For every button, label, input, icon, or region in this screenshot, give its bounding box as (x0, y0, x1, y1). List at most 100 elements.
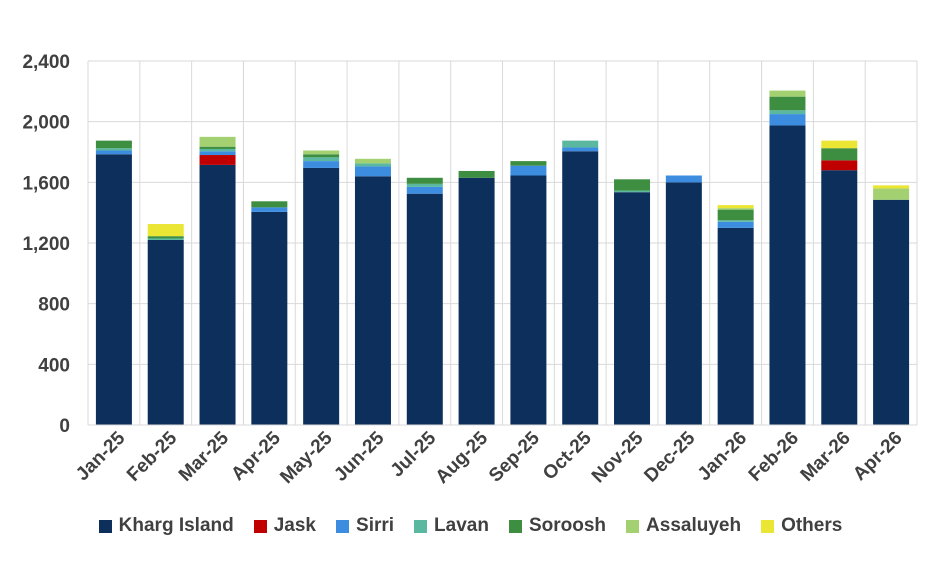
bar-segment-lavan (95, 148, 132, 151)
bar-segment-lavan (562, 140, 599, 148)
bar-segment-lavan (303, 157, 340, 162)
bar-segment-kharg-island (95, 154, 132, 425)
y-tick-label: 1,200 (22, 234, 70, 255)
bar-segment-soroosh (406, 177, 443, 184)
bar-segment-kharg-island (769, 125, 806, 425)
x-tick-label: Mar-26 (797, 428, 855, 486)
x-tick-label: Jun-25 (330, 427, 388, 485)
bar-segment-sirri (665, 175, 702, 183)
bar-segment-sirri (406, 186, 443, 194)
bar-segment-kharg-island (354, 176, 391, 425)
bar-segment-lavan (769, 110, 806, 115)
x-tick-label: Apr-25 (227, 427, 285, 485)
bar-segment-kharg-island (562, 151, 599, 425)
bar-segment-kharg-island (458, 177, 495, 425)
bar-segment-assaluyeh (717, 208, 754, 210)
x-tick-label: Jan-25 (72, 427, 130, 485)
bar-segment-sirri (303, 161, 340, 168)
bar-segment-lavan (717, 220, 754, 222)
legend: Kharg Island Jask Sirri Lavan Soroosh Assaluy… (0, 515, 941, 537)
bar-segment-kharg-island (821, 170, 858, 425)
bar-segment-others (873, 185, 910, 189)
bar-segment-sirri (251, 207, 288, 212)
bar-segment-others (821, 140, 858, 149)
x-tick-label: May-25 (276, 427, 337, 488)
bar-segment-sirri (95, 150, 132, 155)
legend-item: Soroosh (508, 515, 607, 537)
x-tick-label: Feb-25 (123, 427, 181, 485)
bar-segment-others (147, 224, 184, 237)
bar-segment-assaluyeh (199, 136, 236, 147)
bar-segment-kharg-island (510, 175, 547, 425)
y-tick-label: 0 (59, 416, 70, 437)
bar-segment-assaluyeh (769, 90, 806, 97)
bar-segment-lavan (354, 163, 391, 167)
bar-segment-lavan (199, 148, 236, 152)
bar-segment-kharg-island (406, 193, 443, 425)
bar-segment-lavan (147, 238, 184, 240)
bar-segment-lavan (614, 190, 651, 193)
legend-item: Others (761, 515, 842, 537)
bar-segment-jask (199, 155, 236, 165)
y-tick-label: 800 (38, 295, 70, 316)
legend-label: Lavan (434, 515, 489, 536)
legend-label: Kharg Island (118, 515, 234, 536)
bar-segment-sirri (562, 147, 599, 152)
x-tick-label: Sep-25 (485, 427, 544, 486)
x-tick-label: Mar-25 (175, 427, 233, 485)
legend-label: Soroosh (528, 515, 607, 536)
legend-swatch (508, 519, 522, 533)
legend-swatch (761, 519, 775, 533)
bar-segment-kharg-island (199, 164, 236, 425)
x-tick-label: Nov-25 (588, 427, 648, 487)
x-tick-label: Jan-26 (694, 428, 751, 485)
bar-segment-sirri (199, 151, 236, 156)
y-tick-label: 2,400 (22, 52, 70, 73)
bar-segment-jask (821, 160, 858, 171)
legend-label: Assaluyeh (646, 515, 742, 536)
bar-segment-sirri (354, 166, 391, 177)
legend-label: Jask (273, 515, 317, 536)
legend-label: Sirri (356, 515, 395, 536)
x-tick-label: Dec-25 (640, 427, 699, 486)
bar-segment-kharg-island (251, 211, 288, 425)
legend-swatch (626, 519, 640, 533)
bar-segment-soroosh (769, 96, 806, 111)
bar-segment-assaluyeh (354, 158, 391, 164)
bar-segment-assaluyeh (303, 150, 340, 155)
legend-item: Jask (253, 515, 317, 537)
bar-segment-kharg-island (873, 199, 910, 425)
y-tick-label: 1,600 (22, 173, 70, 194)
bar-segment-soroosh (717, 209, 754, 221)
bar-segment-others (717, 205, 754, 209)
bar-segment-kharg-island (303, 167, 340, 426)
legend-item: Kharg Island (98, 515, 234, 537)
bar-segment-lavan (406, 183, 443, 187)
bar-segment-soroosh (199, 146, 236, 149)
bar-segment-kharg-island (147, 239, 184, 425)
bar-segment-soroosh (147, 236, 184, 239)
bar-segment-soroosh (458, 170, 495, 178)
stacked-bar-chart: 04008001,2001,6002,0002,400Jan-25Feb-25M… (22, 52, 918, 488)
bar-segment-kharg-island (665, 182, 702, 425)
legend-swatch (414, 519, 428, 533)
y-tick-label: 2,000 (22, 113, 70, 134)
legend-item: Lavan (414, 515, 489, 537)
bar-segment-soroosh (251, 201, 288, 208)
bar-segment-sirri (717, 221, 754, 228)
legend-swatch (253, 519, 267, 533)
bar-segment-soroosh (510, 161, 547, 166)
bar-segment-soroosh (303, 154, 340, 158)
legend-item: Assaluyeh (626, 515, 741, 537)
bar-segment-assaluyeh (873, 188, 910, 200)
y-tick-label: 400 (38, 355, 70, 376)
legend-label: Others (781, 515, 843, 536)
bar-segment-soroosh (614, 179, 651, 191)
x-tick-label: Aug-25 (432, 427, 493, 488)
x-tick-label: Apr-26 (849, 428, 906, 485)
bar-segment-sirri (769, 114, 806, 126)
legend-item: Sirri (336, 515, 394, 537)
bar-segment-soroosh (95, 140, 132, 149)
x-tick-label: Oct-25 (539, 427, 596, 484)
legend-swatch (98, 519, 112, 533)
